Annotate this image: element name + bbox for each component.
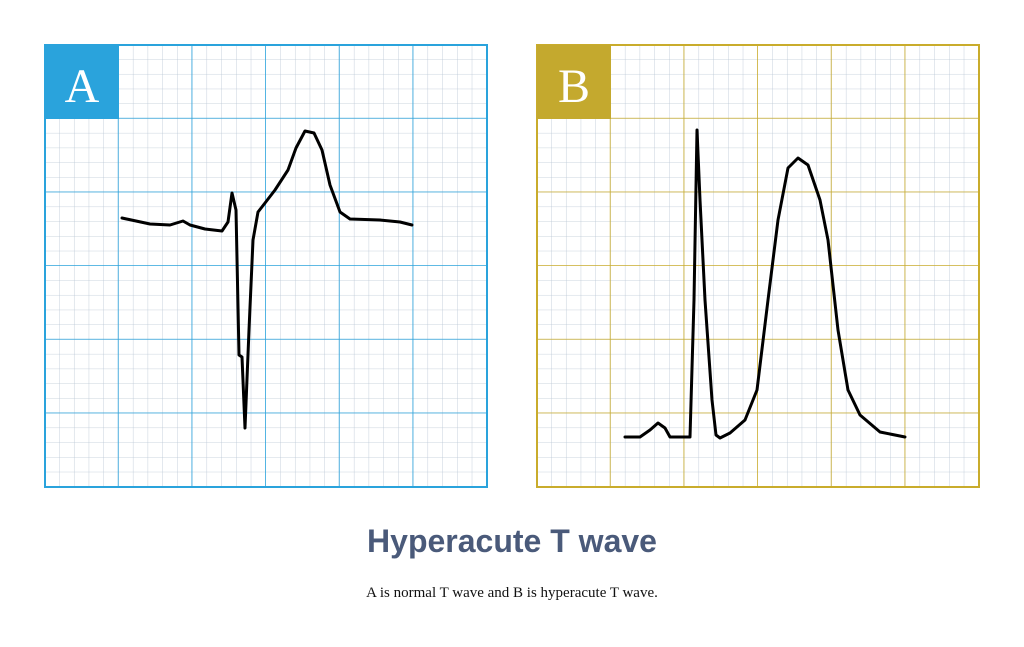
title: Hyperacute T wave: [367, 523, 657, 559]
label-box: [537, 45, 611, 119]
panel-a: A: [44, 44, 488, 488]
panel-b: B: [536, 44, 980, 488]
panel-border: [44, 44, 488, 488]
panel-border: [536, 44, 980, 488]
ecg-trace: [120, 129, 414, 430]
panel-label: B: [558, 60, 590, 113]
ecg-trace: [623, 128, 907, 440]
label-box: [45, 45, 119, 119]
panel-label: A: [65, 60, 100, 113]
caption: A is normal T wave and B is hyperacute T…: [366, 585, 658, 601]
